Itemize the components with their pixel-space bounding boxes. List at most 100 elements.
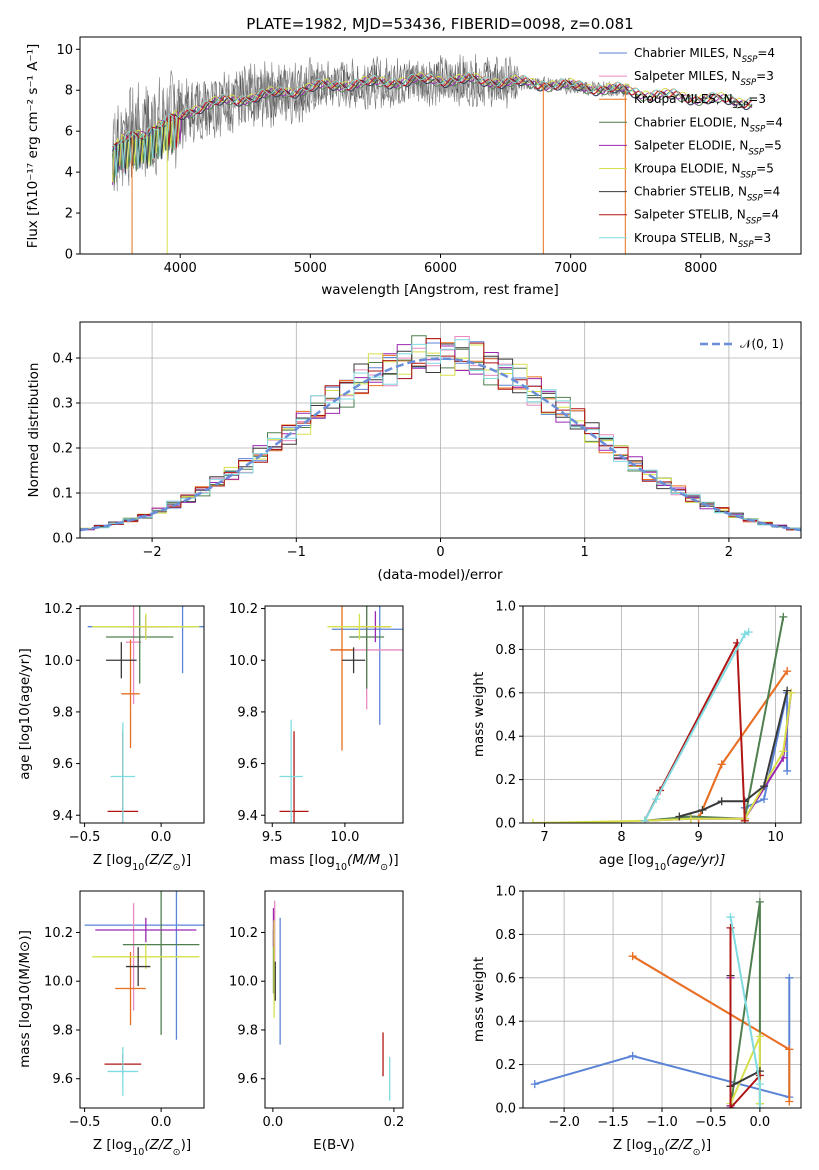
legend-subscript: SSP	[747, 194, 763, 204]
label-part: 10	[132, 1147, 144, 1158]
legend-entry-chabrier-stelib: Chabrier STELIB, NSSP=4	[634, 185, 780, 204]
x-tick-label: −1	[287, 545, 306, 560]
x-tick-label: 0.0	[263, 1115, 284, 1130]
weight-marker-chabrier-stelib	[717, 797, 726, 806]
x-tick-label: 6000	[424, 261, 457, 276]
weight-line-kroupa-elodie	[532, 692, 792, 823]
x-tick-label: −0.5	[695, 1115, 727, 1130]
histogram-axes: −2 −1 0 1 2 0.0 0.1 0.2 0.3 0.4 (data-model)/error…	[26, 321, 802, 583]
histogram-step-salpeter-stelib	[80, 338, 801, 531]
weight-marker-kroupa-miles	[783, 667, 792, 676]
weight-marker-salpeter-stelib	[740, 816, 749, 823]
x-tick-label: 8	[617, 830, 625, 845]
label-part: Z [log	[613, 1137, 652, 1153]
axes-frame	[79, 605, 205, 824]
y-tick-label: 0.0	[52, 532, 73, 547]
weight-vs-z-axes: −2.0 −1.5 −1.0 −0.5 0.0 0.0 0.2 0.4 0.6 0.8 1.0 Z […	[471, 885, 802, 1158]
plot-area	[112, 53, 753, 254]
spectrum-axes: 4000 5000 6000 7000 8000 0 2 4 6 8 10 PLATE=1982, M…	[25, 15, 802, 298]
legend-tail: =3	[754, 231, 772, 245]
y-tick-label: 9.8	[52, 705, 73, 720]
x-tick-label: 7000	[554, 261, 587, 276]
sun-subscript: ⊙	[380, 862, 388, 873]
y-axis-label: Flux [fλ10⁻¹⁷ erg cm⁻² s⁻¹ A⁻¹]	[25, 44, 41, 249]
weight-marker-chabrier-miles	[760, 795, 769, 804]
weight-line-salpeter-stelib	[729, 927, 761, 1108]
weight-marker-chabrier-miles	[628, 1051, 637, 1060]
x-tick-label: −0.5	[69, 1115, 101, 1130]
x-tick-label: 5000	[294, 261, 327, 276]
legend-subscript: SSP	[741, 171, 757, 181]
label-part: 10	[654, 862, 666, 873]
y-tick-label: 10	[56, 43, 73, 58]
y-tick-label: 10.2	[229, 602, 258, 617]
label-part: (M/M	[347, 852, 380, 868]
legend-text: Chabrier MILES, N	[634, 46, 742, 60]
weight-marker-chabrier-stelib	[783, 686, 792, 695]
x-tick-label: 7	[540, 830, 548, 845]
weight-marker-chabrier-miles	[530, 1080, 539, 1089]
legend-text: Chabrier STELIB, N	[634, 185, 747, 199]
legend-subscript: SSP	[750, 124, 766, 134]
x-tick-label: 0.2	[384, 1115, 405, 1130]
y-axis-label: mass [log10(M/M⊙)]	[17, 930, 33, 1068]
model-line-salpeter-stelib	[112, 73, 753, 149]
data-spectrum-line	[112, 61, 629, 183]
label-part: )]	[181, 852, 192, 868]
weight-marker-salpeter-stelib	[726, 1104, 735, 1108]
mass-vs-ebv-axes: 0.0 0.2 9.6 9.8 10.0 10.2 E(B-V)	[229, 890, 405, 1153]
y-tick-label: 9.4	[52, 809, 73, 824]
plot-area	[272, 900, 391, 1101]
axes-frame	[79, 890, 205, 1109]
legend-tail: =3	[756, 69, 774, 83]
weight-marker-kroupa-stelib	[744, 628, 753, 637]
y-tick-label: 9.6	[237, 757, 258, 772]
x-axis-label: mass [log10(M/M⊙)]	[269, 852, 398, 873]
axes-frame	[79, 321, 802, 539]
legend-entry-kroupa-miles: Kroupa MILES, NSSP=3	[634, 92, 766, 111]
legend-entry-chabrier-miles: Chabrier MILES, NSSP=4	[634, 46, 775, 65]
y-tick-label: 1.0	[495, 600, 516, 615]
legend-entry-chabrier-elodie: Chabrier ELODIE, NSSP=4	[634, 115, 783, 134]
legend-text: Kroupa STELIB, N	[634, 231, 738, 245]
weight-marker-kroupa-stelib	[755, 1080, 764, 1089]
y-tick-label: 6	[65, 125, 73, 140]
weight-marker-chabrier-miles	[785, 973, 794, 982]
label-part: 10	[335, 862, 347, 873]
x-tick-label: 8000	[684, 261, 717, 276]
x-tick-label: 9.5	[262, 830, 283, 845]
weight-marker-kroupa-miles	[785, 1097, 794, 1106]
label-part: Z [log	[93, 852, 132, 868]
y-tick-label: 10.2	[229, 926, 258, 941]
y-tick-label: 0.2	[495, 1058, 516, 1073]
weight-marker-chabrier-elodie	[779, 612, 788, 621]
plot-area	[84, 891, 204, 1096]
model-line-chabrier-stelib	[112, 75, 753, 174]
y-tick-label: 0.8	[495, 928, 516, 943]
weight-marker-kroupa-elodie	[529, 819, 538, 823]
y-tick-label: 8	[65, 84, 73, 99]
label-part: )]	[388, 852, 399, 868]
y-tick-label: 9.6	[52, 1072, 73, 1087]
x-tick-label: 10.0	[330, 830, 359, 845]
y-tick-label: 9.8	[52, 1023, 73, 1038]
legend-text: Kroupa ELODIE, N	[634, 162, 741, 176]
x-tick-label: 1	[581, 545, 589, 560]
sun-subscript: ⊙	[693, 1147, 701, 1158]
x-tick-label: 10	[767, 830, 784, 845]
label-part: (Z/Z	[144, 852, 173, 868]
label-part: 10	[132, 862, 144, 873]
y-tick-label: 10.0	[44, 975, 73, 990]
axes-frame	[522, 890, 802, 1109]
plot-area	[279, 606, 403, 823]
weight-marker-kroupa-stelib	[726, 913, 735, 922]
legend-entry-kroupa-elodie: Kroupa ELODIE, NSSP=5	[634, 162, 774, 181]
y-tick-label: 9.4	[237, 809, 258, 824]
y-tick-label: 10.0	[229, 975, 258, 990]
weight-marker-chabrier-stelib	[675, 812, 684, 821]
x-axis-label: Z [log10(Z/Z⊙)]	[93, 852, 191, 873]
x-tick-label: 4000	[164, 261, 197, 276]
legend-subscript: SSP	[733, 101, 749, 111]
